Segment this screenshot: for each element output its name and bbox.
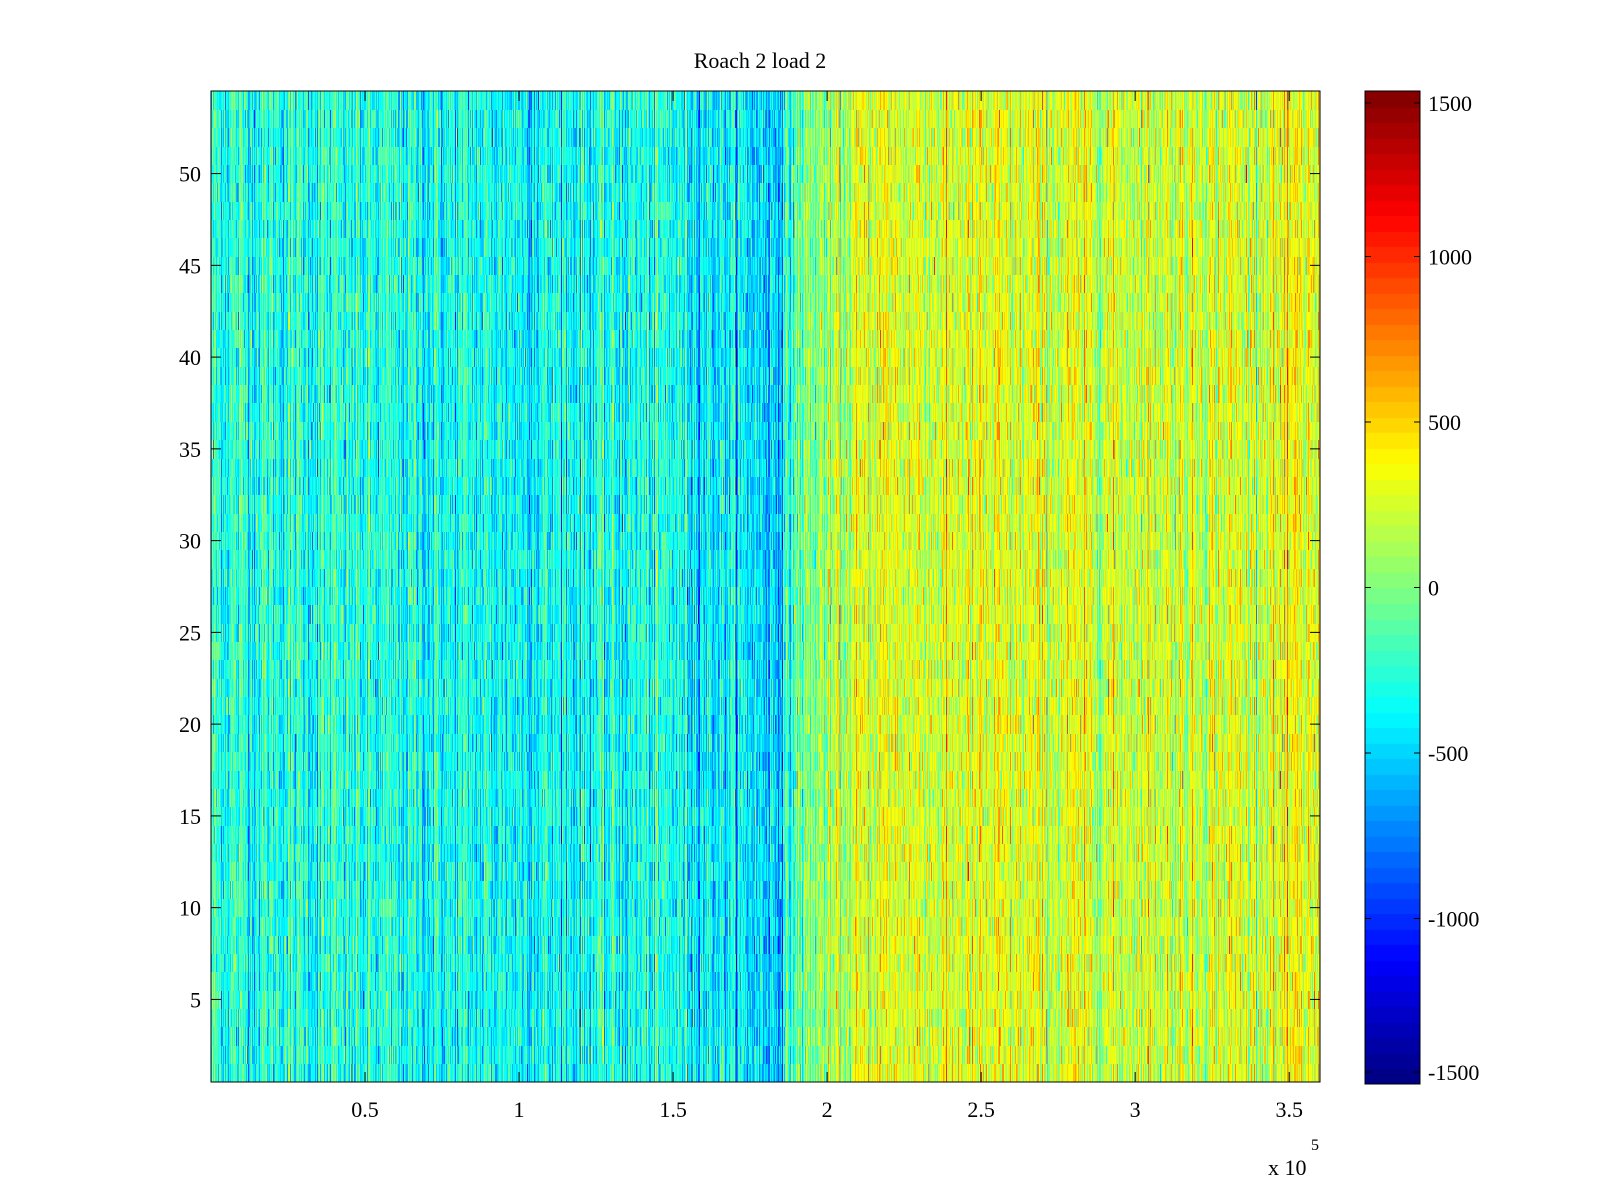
colorbar-tick-label: 1500 (1428, 91, 1472, 116)
y-tick-label: 45 (179, 253, 201, 278)
colorbar-tick-label: 0 (1428, 576, 1439, 601)
x-tick-label: 2 (822, 1097, 833, 1122)
colorbar-tick-label: -1500 (1428, 1060, 1479, 1085)
colorbar-image (1365, 91, 1420, 1084)
x-axis-ticks: 0.5 1 1.5 2 2.5 3 3.5 (351, 91, 1303, 1122)
x-tick-label: 0.5 (351, 1097, 379, 1122)
chart-title: Roach 2 load 2 (694, 48, 827, 73)
x-tick-label: 1 (514, 1097, 525, 1122)
colorbar-tick-label: -1000 (1428, 907, 1479, 932)
y-tick-label: 15 (179, 804, 201, 829)
colorbar-tick-label: 1000 (1428, 245, 1472, 270)
colorbar-tick-label: -500 (1428, 741, 1468, 766)
y-tick-label: 20 (179, 712, 201, 737)
colorbar-ticks: 1500 1000 500 0 -500 -1000 -1500 (1365, 91, 1479, 1085)
y-tick-label: 25 (179, 620, 201, 645)
y-tick-label: 50 (179, 162, 201, 187)
colorbar-frame (1364, 90, 1421, 1085)
y-tick-label: 40 (179, 345, 201, 370)
y-tick-label: 5 (190, 987, 201, 1012)
y-tick-label: 10 (179, 896, 201, 921)
y-tick-label: 30 (179, 529, 201, 554)
x-axis-exponent-label: x 10 (1268, 1155, 1307, 1180)
y-axis-ticks: 5 10 15 20 25 30 35 40 45 50 (179, 162, 1320, 1012)
x-tick-label: 2.5 (967, 1097, 995, 1122)
x-tick-label: 3.5 (1275, 1097, 1303, 1122)
y-tick-label: 35 (179, 437, 201, 462)
heatmap-image (211, 91, 1320, 1082)
plot-area-frame (210, 90, 1321, 1083)
x-tick-label: 3 (1130, 1097, 1141, 1122)
x-tick-label: 1.5 (659, 1097, 687, 1122)
x-axis-exponent-power: 5 (1311, 1137, 1319, 1154)
colorbar-tick-label: 500 (1428, 410, 1461, 435)
